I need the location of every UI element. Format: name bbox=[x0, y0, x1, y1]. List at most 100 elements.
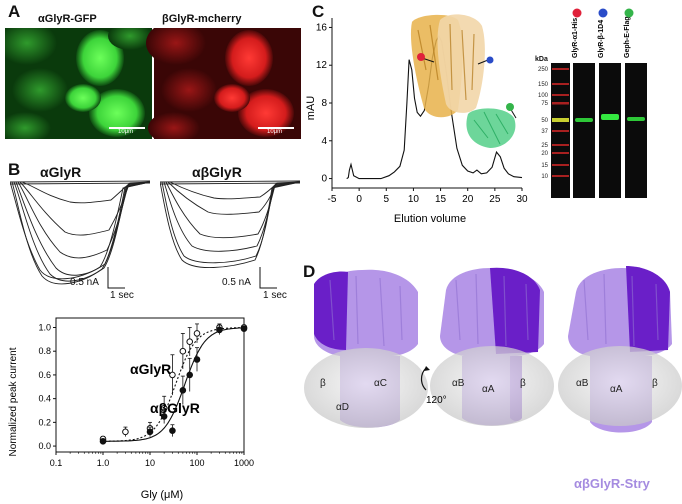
dr-data-point bbox=[122, 428, 129, 436]
traces-alpha bbox=[10, 180, 150, 289]
sec-x-tick-label: 0 bbox=[356, 194, 362, 205]
blot-marker-label: 10 bbox=[541, 174, 548, 180]
sec-y-tick-label: 8 bbox=[321, 98, 327, 109]
map2-subunit-label: αA bbox=[482, 384, 495, 395]
dr-x-tick-label: 100 bbox=[189, 458, 204, 468]
blot-lane-label-3: Geph-E-Flag bbox=[624, 16, 631, 58]
dr-x-tick-label: 1.0 bbox=[97, 458, 110, 468]
sec-y-tick-label: 16 bbox=[316, 22, 328, 33]
gfp-image bbox=[5, 28, 152, 139]
blot-marker-label: 25 bbox=[541, 143, 548, 149]
dr-data-point bbox=[179, 387, 187, 394]
sec-x-tick-label: 30 bbox=[516, 194, 528, 205]
dr-x-tick-label: 10 bbox=[145, 458, 155, 468]
dr-y-tick-label: 0.4 bbox=[38, 394, 51, 404]
dr-data-point bbox=[99, 438, 107, 445]
dr-data-point bbox=[240, 325, 248, 332]
blot-marker-label: 250 bbox=[538, 67, 549, 73]
sec-x-tick-label: 15 bbox=[435, 194, 447, 205]
dr-data-point bbox=[160, 413, 168, 420]
dr-data-point bbox=[216, 326, 223, 334]
dr-y-tick-label: 0.8 bbox=[38, 346, 51, 356]
panel-label-a: A bbox=[8, 2, 21, 21]
blot-marker-label: 20 bbox=[541, 151, 548, 157]
sec-y-axis-label: mAU bbox=[305, 96, 317, 121]
cryoem-map-1 bbox=[304, 269, 428, 428]
dr-y-tick-label: 0.6 bbox=[38, 370, 51, 380]
dr-data-point bbox=[193, 356, 201, 363]
blot-lane-labels: GlyR-α1-His GlyR-β-1D4 Geph-E-Flag bbox=[572, 16, 631, 58]
dr-data-point bbox=[186, 338, 194, 346]
scale-time-left: 1 sec bbox=[110, 290, 134, 301]
dr-data-point bbox=[169, 427, 176, 434]
dr-data-point bbox=[169, 371, 176, 379]
sec-x-tick-label: 20 bbox=[462, 194, 474, 205]
scale-time-right: 1 sec bbox=[263, 290, 287, 301]
map1-subunit-label: αD bbox=[336, 402, 349, 413]
dr-data-point bbox=[146, 428, 154, 436]
sec-x-tick-label: 10 bbox=[408, 194, 420, 205]
scale-current-left: 0.5 nA bbox=[70, 277, 99, 288]
map3-subunit-label: αB bbox=[576, 378, 589, 389]
scale-bar-label-left: 10μm bbox=[118, 129, 134, 135]
blot-marker-label: 150 bbox=[538, 82, 549, 88]
dr-x-axis-label: Gly (μM) bbox=[141, 489, 183, 501]
cryoem-map-2 bbox=[430, 267, 554, 426]
western-blot: GlyR-α1-His GlyR-β-1D4 Geph-E-Flag 250 1… bbox=[538, 8, 647, 198]
dr-y-tick-label: 0.0 bbox=[38, 441, 51, 451]
dr-data-point bbox=[179, 347, 187, 355]
panel-label-d: D bbox=[303, 262, 316, 281]
blot-marker-label: 37 bbox=[541, 129, 548, 135]
scale-bar-label-right: 10μm bbox=[267, 129, 283, 135]
mcherry-image bbox=[146, 28, 301, 139]
dr-x-tick-label: 1000 bbox=[234, 458, 254, 468]
structure-title: αβGlyR-Stry bbox=[574, 476, 650, 491]
blot-marker-label: 100 bbox=[538, 93, 549, 99]
sec-x-tick-label: 25 bbox=[489, 194, 501, 205]
blot-lane-dot-red bbox=[572, 8, 582, 18]
map2-subunit-label: β bbox=[520, 378, 526, 389]
map3-subunit-label: αA bbox=[610, 384, 623, 395]
trace-right-title: αβGlyR bbox=[192, 164, 242, 180]
blot-marker-label: 50 bbox=[541, 118, 548, 124]
traces-alphabeta bbox=[160, 180, 300, 289]
dr-y-tick-label: 0.2 bbox=[38, 417, 51, 427]
cryoem-map-3 bbox=[558, 266, 682, 433]
blot-marker-ticks: 250 150 100 75 50 37 25 20 15 10 bbox=[538, 67, 549, 180]
sec-x-tick-label: 5 bbox=[384, 194, 390, 205]
blot-lane-dot-blue bbox=[598, 8, 608, 18]
panel-a-right-title: βGlyR-mcherry bbox=[162, 13, 242, 25]
sec-y-tick-label: 0 bbox=[321, 174, 327, 185]
dose-response-chart: 0.1 1.0 10 100 1000 0.0 0.2 0.4 0.6 0.8 1.0 Gly (μ… bbox=[8, 317, 254, 501]
sec-x-tick-label: -5 bbox=[328, 194, 337, 205]
scale-current-right: 0.5 nA bbox=[222, 277, 251, 288]
sec-y-tick-label: 12 bbox=[316, 60, 328, 71]
blot-lane-dot-green bbox=[624, 8, 634, 18]
dr-data-point bbox=[193, 330, 201, 337]
map3-subunit-label: β bbox=[652, 378, 658, 389]
blot-marker-label: 15 bbox=[541, 163, 548, 169]
dr-data-point bbox=[186, 371, 194, 379]
blot-lane-label-1: GlyR-α1-His bbox=[572, 18, 579, 58]
map1-subunit-label: αC bbox=[374, 378, 387, 389]
sec-y-tick-label: 4 bbox=[321, 136, 327, 147]
panel-a-left-title: αGlyR-GFP bbox=[38, 13, 97, 25]
panel-label-b: B bbox=[8, 160, 21, 179]
glyr-structure-inset bbox=[410, 14, 517, 148]
dr-annotation-alpha: αGlyR bbox=[130, 361, 171, 377]
dr-y-axis-label: Normalized peak current bbox=[8, 347, 19, 456]
dr-annotation-alphabeta: αβGlyR bbox=[150, 400, 200, 416]
panel-a-micrographs bbox=[5, 28, 301, 139]
map2-subunit-label: αB bbox=[452, 378, 465, 389]
blot-kda-label: kDa bbox=[535, 56, 548, 63]
map1-subunit-label: β bbox=[320, 378, 326, 389]
dr-y-tick-label: 1.0 bbox=[38, 322, 51, 332]
cryoem-maps: 120° β αD αC αB αA β αB αA β bbox=[304, 266, 682, 433]
dr-x-tick-label: 0.1 bbox=[50, 458, 63, 468]
blot-marker-label: 75 bbox=[541, 101, 548, 107]
sec-x-axis-label: Elution volume bbox=[394, 213, 466, 225]
trace-left-title: αGlyR bbox=[40, 164, 82, 180]
blot-lane-label-2: GlyR-β-1D4 bbox=[598, 20, 605, 58]
panel-label-c: C bbox=[312, 2, 325, 21]
